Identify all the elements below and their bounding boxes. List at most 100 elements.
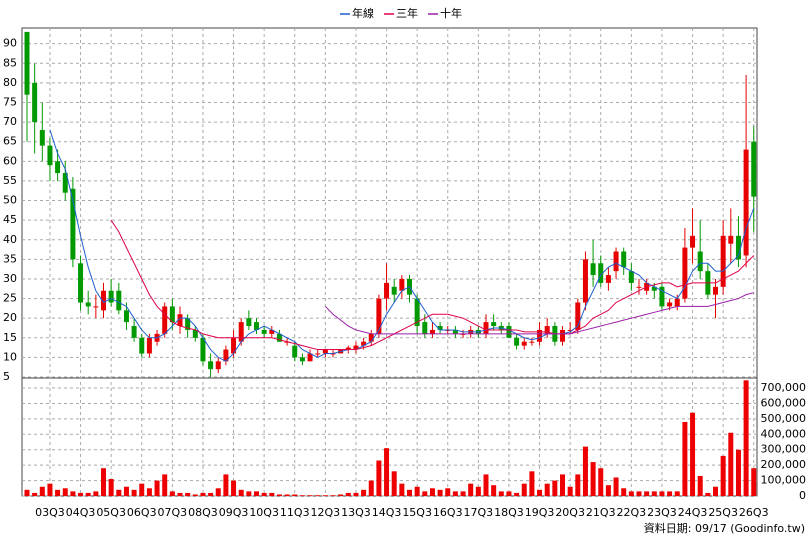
- x-tick-label: 08Q3: [188, 506, 218, 519]
- candle-body: [537, 329, 543, 342]
- volume-bar: [254, 491, 259, 496]
- ma-line: [110, 219, 755, 351]
- y-tick-label: 35: [3, 252, 17, 265]
- candle-body: [269, 329, 275, 334]
- candle-body: [146, 337, 152, 354]
- candle-body: [429, 329, 435, 334]
- candle-body: [307, 353, 313, 362]
- volume-bar: [361, 489, 367, 496]
- x-tick-label: 21Q3: [586, 506, 616, 519]
- candle-body: [123, 310, 129, 323]
- candle-body: [521, 341, 527, 346]
- volume-bar: [529, 471, 535, 496]
- x-tick-label: 13Q3: [341, 506, 371, 519]
- y-tick-label: 25: [3, 292, 17, 305]
- x-tick-label: 12Q3: [311, 506, 341, 519]
- volume-bar: [322, 495, 328, 496]
- volume-bar: [78, 492, 84, 496]
- volume-bar: [414, 486, 420, 496]
- candle-body: [613, 251, 619, 272]
- volume-bar: [101, 468, 106, 496]
- volume-bar: [728, 432, 734, 496]
- candle-body: [292, 345, 298, 358]
- volume-bar: [445, 488, 451, 496]
- volume-bar: [429, 488, 435, 496]
- volume-bar: [154, 480, 160, 496]
- y-tick-label: 55: [3, 174, 17, 187]
- candle-body: [315, 353, 321, 355]
- volume-bar: [751, 468, 757, 496]
- volume-bar: [185, 492, 191, 496]
- volume-bar: [720, 455, 726, 496]
- candle-body: [70, 188, 76, 260]
- volume-bar: [123, 486, 129, 496]
- volume-bar: [62, 488, 68, 496]
- volume-bar: [246, 491, 252, 496]
- y2-tick-label: 300,000: [761, 443, 807, 456]
- volume-bar: [276, 494, 282, 496]
- y-tick-label: 10: [3, 350, 17, 363]
- volume-bar: [460, 491, 466, 496]
- volume-bar: [506, 491, 512, 496]
- y-tick-label: 90: [3, 37, 17, 50]
- candle-body: [628, 271, 634, 283]
- volume-bar: [238, 489, 244, 496]
- volume-bar: [491, 485, 497, 496]
- x-tick-label: 20Q3: [555, 506, 585, 519]
- candle-body: [177, 314, 183, 327]
- volume-bar: [552, 480, 558, 496]
- candle-body: [345, 347, 351, 350]
- x-tick-label: 17Q3: [464, 506, 494, 519]
- volume-bar: [544, 483, 550, 496]
- volume-bar: [353, 492, 359, 496]
- y-tick-label: 65: [3, 135, 17, 148]
- y-tick-label: 40: [3, 233, 17, 246]
- candle-body: [231, 337, 237, 354]
- candle-body: [697, 251, 703, 272]
- y-tick-label: 85: [3, 56, 17, 69]
- volume-bar: [582, 446, 588, 496]
- volume-bar: [208, 492, 214, 496]
- volume-bar: [628, 491, 634, 496]
- y2-tick-label: 200,000: [761, 458, 807, 471]
- volume-bar: [368, 480, 374, 496]
- candle-body: [682, 247, 688, 299]
- volume-bar: [422, 491, 428, 496]
- candle-body: [192, 329, 198, 338]
- volume-bar: [177, 492, 183, 496]
- y-tick-label: 50: [3, 194, 17, 207]
- legend-label: 年線: [352, 6, 374, 20]
- candle-body: [322, 349, 328, 354]
- y-tick-label: 70: [3, 115, 17, 128]
- candle-body: [598, 263, 604, 283]
- y2-tick-label: 100,000: [761, 474, 807, 487]
- candle-body: [376, 298, 382, 334]
- x-tick-label: 25Q3: [708, 506, 738, 519]
- x-tick-label: 07Q3: [158, 506, 188, 519]
- volume-bar: [735, 449, 741, 496]
- ma-line: [49, 129, 755, 362]
- candle-body: [108, 290, 114, 303]
- candle-body: [636, 286, 642, 288]
- candle-body: [491, 322, 497, 327]
- candle-body: [208, 361, 214, 370]
- candle-body: [353, 345, 359, 350]
- candle-body: [422, 322, 428, 334]
- candle-body: [238, 322, 244, 342]
- y-tick-label: 20: [3, 311, 17, 324]
- candle-body: [131, 326, 137, 338]
- legend-label: 十年: [440, 6, 462, 20]
- volume-bar: [200, 492, 206, 496]
- source-note: 資料日期: 09/17 (Goodinfo.tw): [644, 521, 805, 535]
- x-tick-label: 23Q3: [647, 506, 677, 519]
- candle-body: [713, 286, 718, 295]
- volume-bar: [613, 477, 619, 496]
- volume-bar: [468, 483, 474, 496]
- x-tick-label: 06Q3: [127, 506, 157, 519]
- candle-body: [215, 361, 221, 370]
- candle-body: [116, 290, 122, 311]
- volume-bar: [743, 380, 749, 496]
- candle-body: [299, 357, 305, 362]
- candle-body: [55, 161, 61, 174]
